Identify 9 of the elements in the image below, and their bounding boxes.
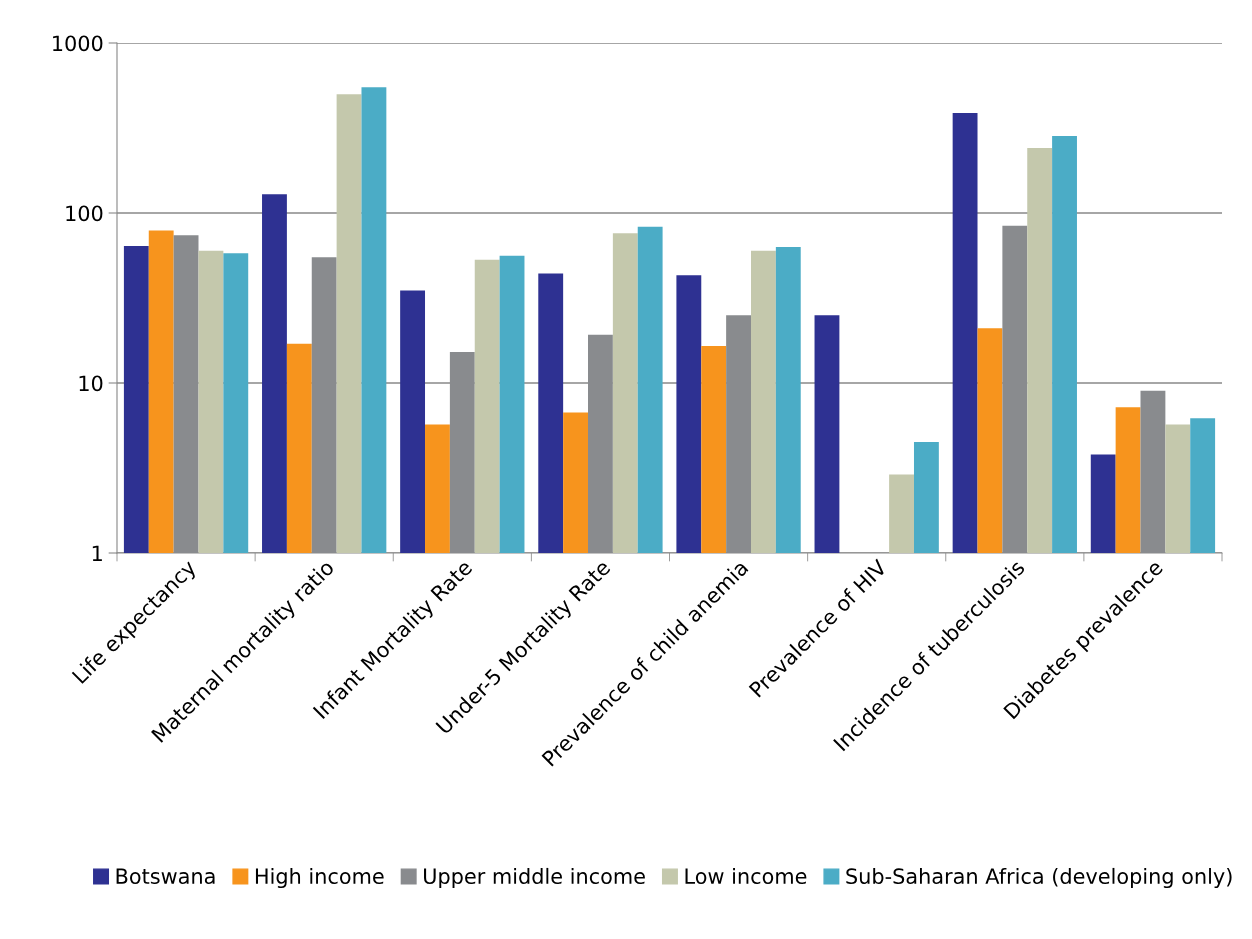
legend-label: Sub-Saharan Africa (developing only) (846, 867, 1232, 889)
y-tick-label: 10 (79, 375, 103, 392)
y-tick-label: 100 (66, 205, 103, 222)
y-tick-label: 1 (92, 545, 102, 561)
legend-label: Low income (685, 867, 807, 885)
legend-label: Upper middle income (424, 867, 645, 889)
y-tick-label: 1000 (53, 35, 103, 52)
legend-label: High income (255, 867, 384, 889)
legend-label: Botswana (116, 868, 215, 885)
